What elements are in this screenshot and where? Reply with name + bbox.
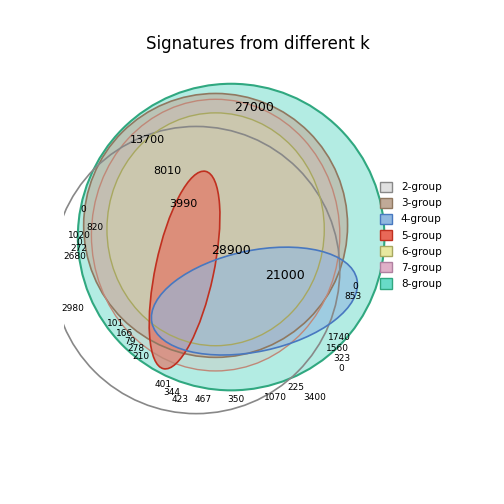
Text: 3990: 3990 — [170, 199, 198, 209]
Text: 0: 0 — [339, 364, 345, 373]
Text: 79: 79 — [124, 337, 136, 346]
Text: 1740: 1740 — [329, 333, 351, 342]
Ellipse shape — [84, 93, 348, 357]
Text: 0: 0 — [352, 282, 358, 291]
Ellipse shape — [107, 113, 324, 346]
Text: 3400: 3400 — [303, 393, 326, 402]
Text: 2980: 2980 — [61, 304, 84, 313]
Text: 1070: 1070 — [264, 393, 286, 402]
Text: 101: 101 — [107, 319, 124, 328]
Text: 1020: 1020 — [69, 231, 91, 239]
Ellipse shape — [91, 99, 340, 371]
Text: 820: 820 — [87, 223, 104, 232]
Text: 28900: 28900 — [211, 244, 251, 257]
Title: Signatures from different k: Signatures from different k — [146, 35, 370, 53]
Text: 0: 0 — [76, 237, 82, 246]
Ellipse shape — [149, 171, 220, 369]
Text: 344: 344 — [164, 388, 180, 397]
Ellipse shape — [151, 247, 357, 355]
Text: 2680: 2680 — [64, 252, 87, 261]
Text: 1560: 1560 — [327, 344, 349, 353]
Text: 0: 0 — [80, 206, 86, 214]
Text: 272: 272 — [71, 244, 88, 253]
Text: 323: 323 — [333, 354, 350, 363]
Ellipse shape — [78, 84, 385, 391]
Text: 225: 225 — [288, 383, 305, 392]
Text: 467: 467 — [195, 395, 212, 404]
Legend: 2-group, 3-group, 4-group, 5-group, 6-group, 7-group, 8-group: 2-group, 3-group, 4-group, 5-group, 6-gr… — [380, 181, 442, 289]
Text: 210: 210 — [133, 352, 150, 361]
Text: 278: 278 — [128, 344, 145, 353]
Text: 401: 401 — [155, 380, 172, 389]
Text: 423: 423 — [171, 395, 188, 404]
Text: 853: 853 — [345, 292, 362, 301]
Text: 8010: 8010 — [153, 166, 181, 176]
Text: 350: 350 — [227, 395, 245, 404]
Text: 166: 166 — [116, 329, 133, 338]
Text: 21000: 21000 — [266, 269, 305, 282]
Text: 27000: 27000 — [234, 101, 274, 113]
Text: 13700: 13700 — [130, 135, 165, 145]
